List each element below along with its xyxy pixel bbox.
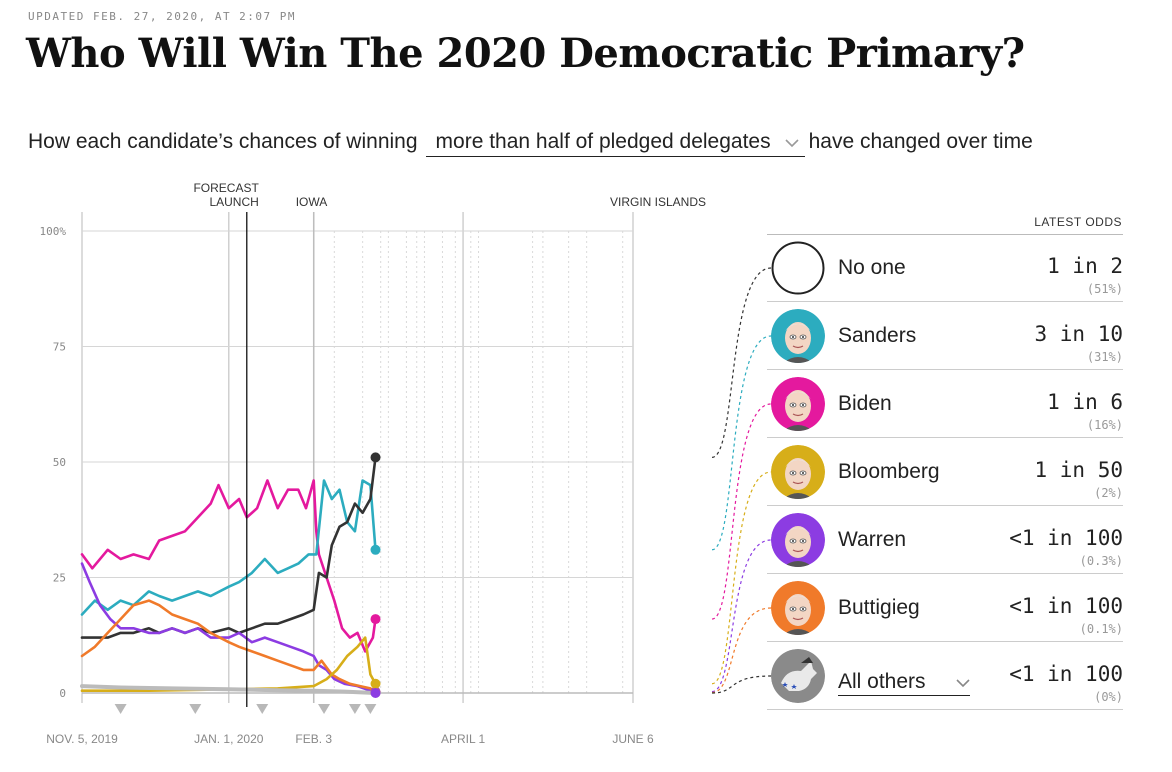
candidate-odds: 1 in 2 xyxy=(1047,254,1123,278)
candidate-portrait-icon xyxy=(771,513,825,567)
legend-connector xyxy=(711,539,772,693)
donkey-icon xyxy=(771,649,825,703)
legend-row-all-others: All others <1 in 100 (0%) xyxy=(767,642,1123,710)
legend-row-no-one: No one 1 in 2 (51%) xyxy=(767,234,1123,302)
debate-marker xyxy=(348,704,361,714)
candidate-odds: <1 in 100 xyxy=(1009,594,1123,618)
series-line-buttigieg xyxy=(80,599,377,694)
debate-marker xyxy=(364,704,377,714)
x-tick-label: APRIL 1 xyxy=(441,732,486,746)
legend-connector xyxy=(711,335,772,551)
candidate-portrait-icon xyxy=(771,377,825,431)
subtitle-after: have changed over time xyxy=(808,130,1033,153)
legend-row-warren: Warren <1 in 100 (0.3%) xyxy=(767,506,1123,574)
series-line-sanders xyxy=(80,479,377,616)
legend-connectors xyxy=(711,267,772,694)
outcome-dropdown-value: more than half of pledged delegates xyxy=(435,130,771,153)
subtitle: How each candidate’s chances of winning … xyxy=(28,130,1033,157)
candidate-name: Warren xyxy=(838,528,907,551)
legend-connector xyxy=(711,403,772,620)
series-endpoint-biden xyxy=(370,614,381,625)
candidate-portrait-icon xyxy=(771,581,825,635)
debate-marker xyxy=(189,704,202,714)
x-tick-label: JUNE 6 xyxy=(612,732,654,746)
legend-connector xyxy=(711,607,772,694)
legend-header: LATEST ODDS xyxy=(1034,215,1122,229)
y-tick-label: 75 xyxy=(53,341,66,354)
candidate-name: Biden xyxy=(838,392,892,415)
candidate-name: All others xyxy=(838,670,926,693)
series-line-biden xyxy=(80,479,377,653)
candidate-name: Sanders xyxy=(838,324,917,347)
candidate-percent: (0.3%) xyxy=(1079,554,1123,568)
debate-marker xyxy=(318,704,331,714)
y-tick-label: 50 xyxy=(53,456,66,469)
candidate-name: Bloomberg xyxy=(838,460,940,483)
legend-row-bloomberg: Bloomberg 1 in 50 (2%) xyxy=(767,438,1123,506)
x-tick-label: FEB. 3 xyxy=(295,732,332,746)
event-label: VIRGIN ISLANDS xyxy=(610,195,706,209)
chart-grid xyxy=(81,212,634,703)
candidate-name: No one xyxy=(838,256,906,279)
chevron-down-icon xyxy=(785,130,799,154)
page-title: Who Will Win The 2020 Democratic Primary… xyxy=(26,30,1025,77)
legend-top-rule xyxy=(767,234,1123,235)
candidate-percent: (2%) xyxy=(1094,486,1123,500)
series-endpoint-no-one xyxy=(370,452,381,463)
chart-series xyxy=(80,452,381,698)
empty-circle-icon xyxy=(771,241,825,295)
legend-row-biden: Biden 1 in 6 (16%) xyxy=(767,370,1123,438)
debate-marker xyxy=(114,704,127,714)
series-line-all-others xyxy=(80,684,378,695)
candidate-legend: No one 1 in 2 (51%) Sanders 3 in 10 (31%) Bide… xyxy=(767,234,1123,710)
candidate-percent: (0%) xyxy=(1094,690,1123,704)
candidate-odds: <1 in 100 xyxy=(1009,662,1123,686)
candidate-portrait-icon xyxy=(771,309,825,363)
y-tick-label: 25 xyxy=(53,572,66,585)
x-tick-label: JAN. 1, 2020 xyxy=(194,732,264,746)
candidate-percent: (16%) xyxy=(1086,418,1123,432)
chevron-down-icon xyxy=(956,670,970,694)
legend-row-sanders: Sanders 3 in 10 (31%) xyxy=(767,302,1123,370)
subtitle-before: How each candidate’s chances of winning xyxy=(28,130,418,153)
candidate-percent: (31%) xyxy=(1086,350,1123,364)
x-tick-label: NOV. 5, 2019 xyxy=(46,732,118,746)
candidate-percent: (0.1%) xyxy=(1079,622,1123,636)
candidate-odds: 1 in 6 xyxy=(1047,390,1123,414)
candidate-name: Buttigieg xyxy=(838,596,920,619)
candidate-portrait-icon xyxy=(771,445,825,499)
series-endpoint-bloomberg xyxy=(370,678,381,689)
y-tick-label: 100% xyxy=(40,225,67,238)
legend-connector xyxy=(711,471,772,685)
candidate-percent: (51%) xyxy=(1086,282,1123,296)
series-endpoint-sanders xyxy=(370,544,381,555)
event-label: IOWA xyxy=(296,195,328,209)
debate-marker xyxy=(256,704,269,714)
event-label: FORECAST xyxy=(193,181,259,195)
y-tick-label: 0 xyxy=(59,687,66,700)
candidate-odds: 3 in 10 xyxy=(1034,322,1123,346)
legend-connector xyxy=(711,675,772,694)
others-select[interactable]: All others xyxy=(838,670,970,696)
event-label: LAUNCH xyxy=(209,195,258,209)
legend-connector xyxy=(711,267,772,458)
candidate-odds: <1 in 100 xyxy=(1009,526,1123,550)
legend-row-buttigieg: Buttigieg <1 in 100 (0.1%) xyxy=(767,574,1123,642)
series-endpoint-all-others xyxy=(370,688,381,698)
updated-timestamp: UPDATED FEB. 27, 2020, AT 2:07 PM xyxy=(28,10,297,23)
candidate-odds: 1 in 50 xyxy=(1034,458,1123,482)
outcome-dropdown[interactable]: more than half of pledged delegates xyxy=(425,130,805,157)
